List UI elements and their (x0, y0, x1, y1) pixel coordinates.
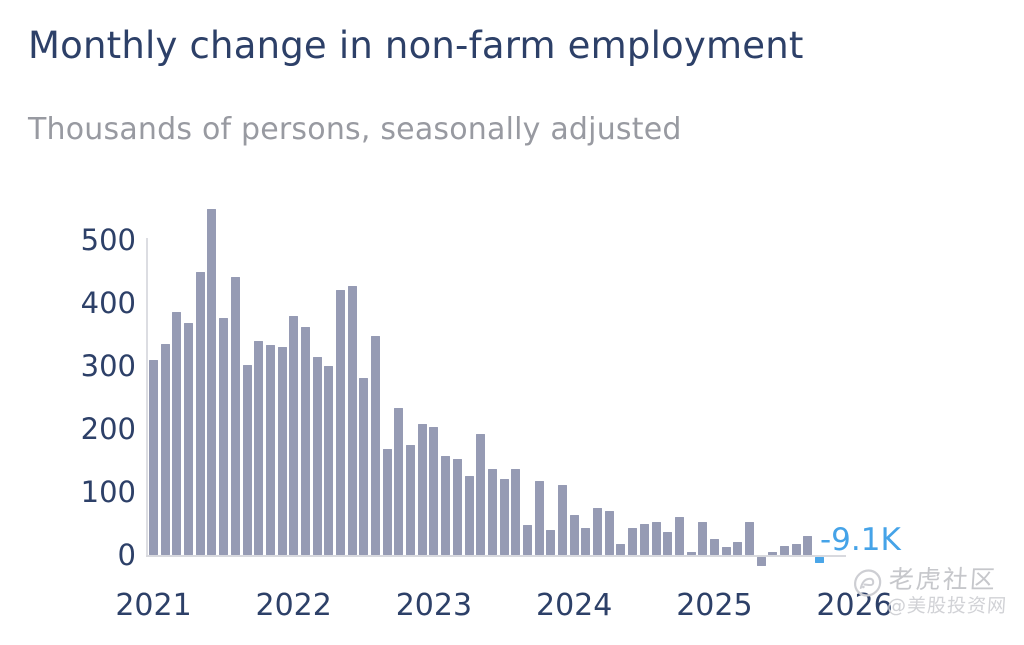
bar (406, 444, 416, 556)
bar (382, 448, 392, 555)
bar (172, 312, 182, 555)
bar (230, 277, 240, 555)
bar (756, 557, 766, 567)
y-tick-label: 500 (80, 223, 136, 257)
bar (184, 322, 194, 555)
bar (604, 510, 614, 555)
bar (300, 326, 310, 555)
bar (709, 539, 719, 556)
y-axis-line (146, 238, 148, 557)
bar (417, 424, 427, 555)
bar (441, 455, 451, 555)
bar (744, 521, 754, 555)
bar (429, 426, 439, 555)
bar (324, 366, 334, 555)
x-tick-label: 2025 (676, 588, 753, 623)
bar (207, 208, 217, 555)
watermark-text: 老虎社区 @美股投资网 (886, 565, 1010, 618)
chart-title: Monthly change in non-farm employment (28, 24, 804, 67)
bar (733, 542, 743, 555)
bar (511, 468, 521, 555)
bar (791, 544, 801, 555)
bar (347, 286, 357, 555)
x-tick-label: 2024 (536, 588, 613, 623)
bar (195, 271, 205, 555)
bar (698, 522, 708, 555)
bar (487, 469, 497, 555)
bar (160, 343, 170, 555)
bar (464, 475, 474, 555)
bar (219, 317, 229, 555)
bar (663, 531, 673, 555)
bar (780, 546, 789, 555)
bar (254, 340, 264, 555)
y-tick-label: 0 (117, 538, 136, 572)
bar (639, 523, 649, 555)
bar (289, 316, 299, 555)
bar (546, 530, 556, 555)
chart-subtitle: Thousands of persons, seasonally adjuste… (28, 112, 682, 147)
latest-value-label: -9.1K (820, 522, 901, 558)
bar (581, 527, 591, 555)
y-tick-label: 300 (80, 349, 136, 383)
bar (628, 527, 638, 555)
bar (394, 407, 404, 555)
watermark-brand: 老虎社区 (887, 565, 998, 594)
bar (452, 458, 462, 555)
bar (651, 521, 661, 555)
bar (558, 485, 567, 555)
watermark-handle: @美股投资网 (886, 595, 1008, 617)
bar (721, 546, 731, 555)
bar (242, 364, 252, 555)
bar (371, 336, 380, 555)
x-tick-label: 2026 (816, 588, 893, 623)
bar (149, 359, 158, 555)
bar (534, 481, 544, 555)
tiger-community-logo-icon (853, 569, 882, 597)
y-tick-label: 200 (80, 412, 136, 446)
x-tick-label: 2022 (255, 588, 332, 623)
bar (522, 525, 532, 555)
bar (674, 517, 684, 555)
bar (803, 536, 813, 555)
bar (265, 345, 275, 555)
bar (277, 346, 287, 555)
bar (476, 434, 486, 555)
bar (593, 508, 602, 555)
bar (359, 378, 369, 555)
watermark: 老虎社区 @美股投资网 (850, 565, 1024, 618)
bar (768, 551, 778, 555)
bar (616, 544, 626, 555)
y-tick-label: 100 (80, 475, 136, 509)
bar (686, 551, 696, 555)
bar (336, 289, 345, 555)
x-tick-label: 2023 (395, 588, 473, 623)
y-tick-label: 400 (80, 286, 136, 320)
bar (499, 479, 509, 555)
bar (312, 356, 322, 555)
bar (815, 557, 824, 563)
bar (569, 514, 579, 555)
x-tick-label: 2021 (115, 588, 192, 623)
x-axis-baseline (146, 555, 846, 557)
